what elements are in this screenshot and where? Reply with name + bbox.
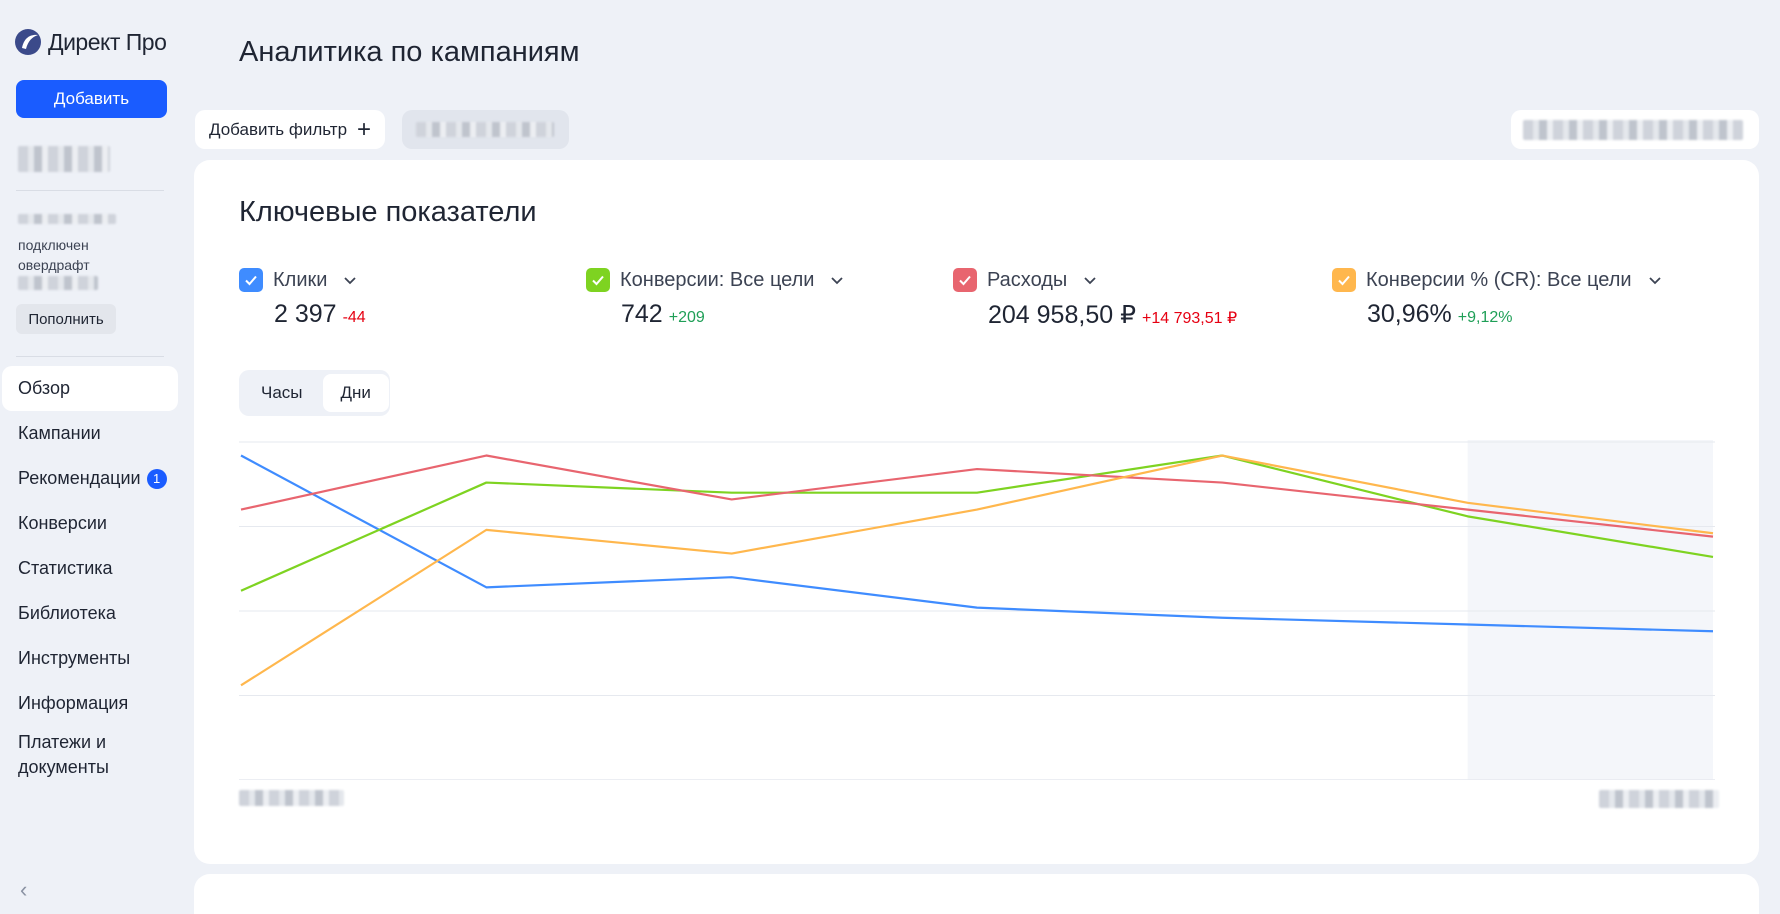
filter-chip-redacted[interactable]	[402, 110, 569, 149]
secondary-card	[194, 874, 1759, 914]
chevron-down-icon[interactable]	[1648, 273, 1662, 287]
nav-item-overview[interactable]: Обзор	[2, 366, 178, 411]
metric-value: 742	[621, 300, 663, 328]
series-line-0	[240, 454, 1714, 633]
nav-menu: Обзор Кампании Рекомендации 1 Конверсии С…	[2, 366, 178, 782]
toggle-days[interactable]: Дни	[322, 374, 389, 412]
add-filter-button[interactable]: Добавить фильтр +	[195, 110, 386, 149]
series-line-2	[240, 454, 1714, 538]
metric-value: 2 397	[274, 300, 337, 328]
x-axis-end-label-redacted	[1599, 790, 1719, 808]
metric-value: 204 958,50 ₽	[988, 301, 1136, 329]
series-line-1	[240, 454, 1714, 592]
x-axis-start-label-redacted	[239, 790, 344, 806]
nav-item-payments[interactable]: Платежи и документы	[18, 732, 109, 777]
balance-redacted	[18, 214, 116, 224]
metric-label: Расходы	[987, 268, 1068, 291]
metric-label: Конверсии % (CR): Все цели	[1366, 268, 1632, 291]
metric-clicks[interactable]: Клики 2 397 -44	[239, 268, 366, 329]
metric-delta: +14 793,51 ₽	[1141, 310, 1238, 327]
nav-item-info[interactable]: Информация	[18, 693, 129, 713]
metric-delta: -44	[342, 309, 366, 326]
toggle-hours[interactable]: Часы	[261, 383, 303, 402]
metric-value: 30,96%	[1367, 300, 1452, 328]
metric-delta: +209	[668, 309, 705, 326]
granularity-toggle: Часы Дни	[239, 370, 390, 416]
collapse-sidebar-icon[interactable]: ‹	[20, 877, 28, 902]
date-range-picker-redacted[interactable]	[1511, 110, 1759, 149]
chevron-down-icon[interactable]	[830, 273, 844, 287]
checkbox-checked-icon[interactable]	[1332, 268, 1356, 292]
highlighted-period	[1467, 440, 1713, 780]
logo-icon	[15, 29, 41, 55]
chevron-down-icon[interactable]	[343, 273, 357, 287]
overdraft-amount-redacted	[18, 276, 98, 290]
add-button[interactable]: Добавить	[16, 80, 167, 118]
logo-text: Директ Про	[48, 28, 167, 55]
metrics-line-chart	[239, 440, 1715, 780]
checkbox-checked-icon[interactable]	[239, 268, 263, 292]
add-filter-label: Добавить фильтр	[209, 119, 348, 139]
metric-label: Клики	[273, 268, 328, 291]
metric-delta: +9,12%	[1457, 309, 1513, 326]
nav-item-statistics[interactable]: Статистика	[18, 558, 113, 578]
plus-icon: +	[357, 115, 372, 143]
nav-item-tools[interactable]: Инструменты	[18, 648, 131, 668]
sidebar-divider	[16, 356, 164, 357]
card-title: Ключевые показатели	[239, 196, 537, 228]
nav-item-conversions[interactable]: Конверсии	[18, 513, 107, 533]
recommendations-count-badge: 1	[146, 468, 167, 489]
overdraft-status-line2: овердрафт	[18, 257, 90, 273]
metric-conversions[interactable]: Конверсии: Все цели 742 +209	[586, 268, 844, 329]
chevron-down-icon[interactable]	[1083, 273, 1097, 287]
series-line-3	[240, 454, 1714, 687]
overdraft-status-line1: подключен	[18, 237, 89, 253]
topup-button[interactable]: Пополнить	[16, 304, 116, 334]
key-metrics-card: Ключевые показатели Клики 2 397 -44 Конв…	[194, 160, 1759, 864]
checkbox-checked-icon[interactable]	[953, 268, 977, 292]
page-title: Аналитика по кампаниям	[239, 36, 580, 68]
account-name-redacted	[18, 146, 110, 172]
sidebar-divider	[16, 190, 164, 191]
sidebar: Директ Про Добавить подключен овердрафт …	[0, 0, 185, 914]
nav-item-recommendations[interactable]: Рекомендации 1	[2, 456, 178, 501]
metric-label: Конверсии: Все цели	[620, 268, 815, 291]
metric-conversion-rate[interactable]: Конверсии % (CR): Все цели 30,96% +9,12%	[1332, 268, 1662, 329]
nav-item-library[interactable]: Библиотека	[18, 603, 116, 623]
checkbox-checked-icon[interactable]	[586, 268, 610, 292]
nav-item-campaigns[interactable]: Кампании	[18, 423, 101, 443]
metric-spend[interactable]: Расходы 204 958,50 ₽ +14 793,51 ₽	[953, 268, 1237, 330]
logo[interactable]: Директ Про	[14, 28, 167, 56]
